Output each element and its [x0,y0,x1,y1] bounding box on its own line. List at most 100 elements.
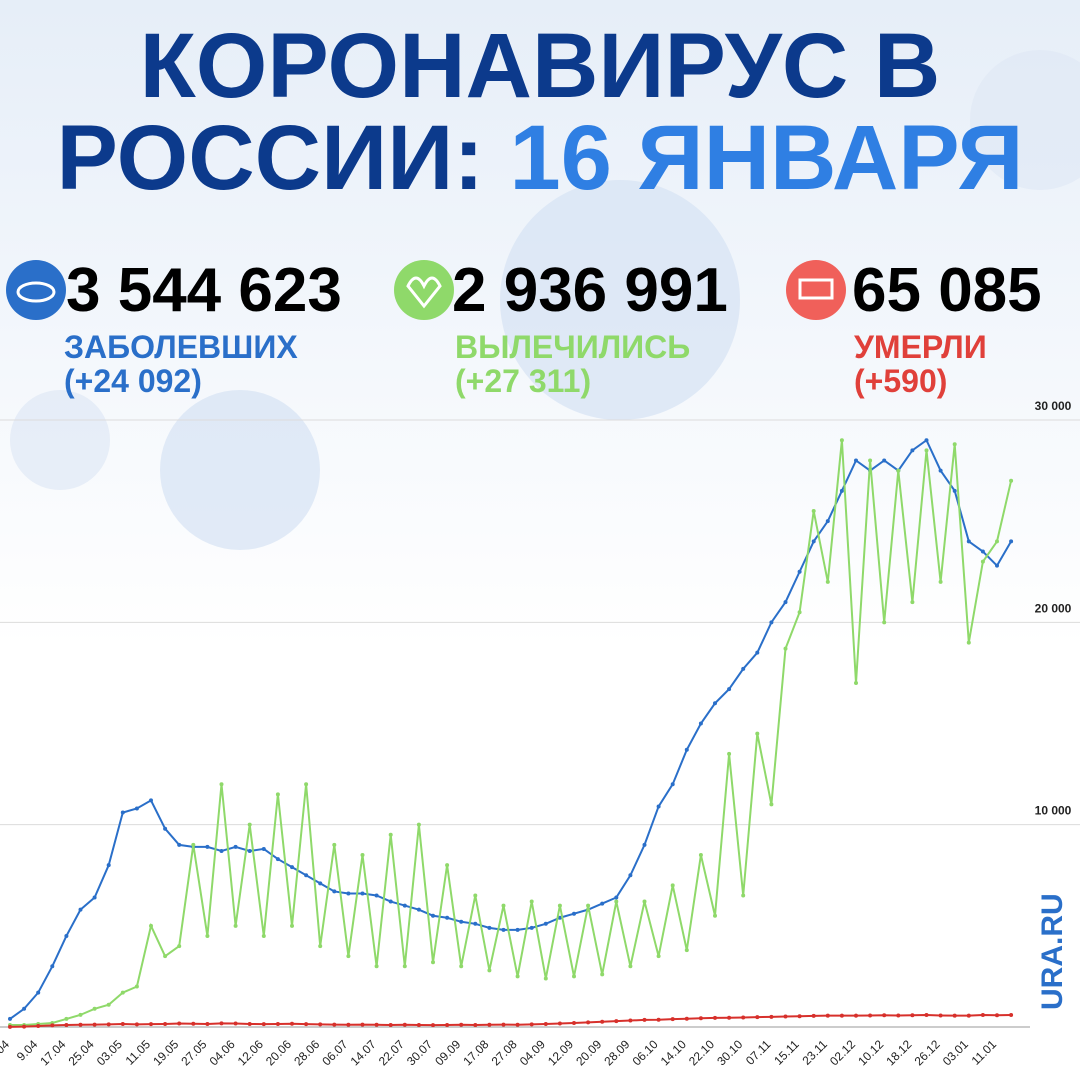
x-tick-label: 30.10 [714,1037,745,1068]
data-point [769,620,774,625]
data-point [952,1013,957,1018]
title-date: 16 ЯНВАРЯ [509,107,1024,209]
data-point [854,1013,858,1018]
x-tick-label: 17.04 [37,1037,68,1068]
logo: URA.RU [1036,893,1069,1010]
data-point [642,899,647,904]
data-point [459,1022,464,1027]
data-point [713,701,717,706]
data-point [431,1023,435,1028]
data-point [614,899,619,904]
data-point [120,1021,125,1026]
data-point [22,1006,27,1011]
data-point [247,822,252,827]
data-point [50,1023,55,1028]
data-point [318,944,323,949]
data-point [501,1022,506,1027]
data-point [163,954,168,959]
data-point [811,539,816,544]
x-tick-label: 22.10 [686,1037,717,1068]
title-line1: КОРОНАВИРУС В [139,15,941,117]
x-tick-label: 27.08 [489,1037,520,1068]
data-point [360,1022,365,1027]
data-point [586,903,591,908]
x-tick-label: 09.09 [432,1037,463,1068]
data-point [938,579,943,584]
data-point [177,944,182,949]
data-point [374,893,379,898]
data-point [769,802,774,807]
data-point [628,964,633,969]
x-tick-label: 26.12 [912,1037,943,1068]
data-point [106,863,111,868]
data-point [642,842,647,847]
data-point [445,915,450,920]
data-point [120,990,125,995]
data-point [882,458,887,463]
data-point [50,964,55,969]
data-point [910,1013,915,1018]
data-point [106,1022,111,1027]
data-point [741,1015,746,1020]
data-point [473,1022,478,1027]
data-point [22,1024,27,1029]
data-point [163,826,168,831]
data-point [106,1002,111,1007]
x-tick-label: 03.01 [940,1037,971,1068]
data-point [572,1020,576,1025]
x-tick-label: 02.12 [827,1037,858,1068]
x-tick-label: 20.06 [263,1037,294,1068]
data-point [698,721,703,726]
data-point [868,458,873,463]
data-point [614,895,619,900]
data-point [910,448,915,453]
data-point [614,1019,619,1024]
data-point [304,1022,309,1027]
data-point [896,468,901,473]
data-point [134,984,139,989]
data-point [1009,1013,1014,1018]
data-point [78,1012,83,1017]
data-point [233,923,238,928]
data-point [839,488,844,493]
data-point [205,1021,210,1026]
data-point [473,893,478,898]
cases-value: 3 544 623 [66,256,342,325]
data-point [332,889,337,894]
data-point [811,1013,816,1018]
data-point [670,782,675,787]
data-point [402,903,407,908]
title-line2: РОССИИ: 16 ЯНВАРЯ [0,110,1080,206]
recovered-delta: (+27 311) [455,363,592,399]
data-point [529,899,534,904]
data-point [995,1013,999,1018]
y-tick-label: 20 000 [1035,601,1072,615]
data-point [656,1017,661,1022]
data-point [966,640,971,645]
x-tick-label: 12.09 [545,1037,576,1068]
data-point [966,539,971,544]
x-tick-label: 18.12 [883,1037,914,1068]
x-tick-label: 14.10 [658,1037,689,1068]
data-point [600,1019,605,1024]
data-point [684,1016,689,1021]
x-tick-label: 17.08 [460,1037,491,1068]
data-point [163,1021,168,1026]
data-point [134,806,139,811]
y-tick-label: 10 000 [1035,804,1072,818]
data-point [332,1022,337,1027]
recovered-label-text: ВЫЛЕЧИЛИСЬ [455,329,691,365]
x-tick-label: 28.06 [291,1037,322,1068]
data-point [487,925,492,930]
data-point [346,891,351,896]
data-point [92,895,97,900]
data-point [416,1022,421,1027]
data-point [205,844,210,849]
x-tick-label: 14.07 [348,1037,379,1068]
data-point [431,960,435,965]
deaths-label: УМЕРЛИ (+590) [854,330,987,398]
data-point [839,438,844,443]
data-point [149,798,153,803]
data-point [727,687,732,692]
data-point [952,488,957,493]
